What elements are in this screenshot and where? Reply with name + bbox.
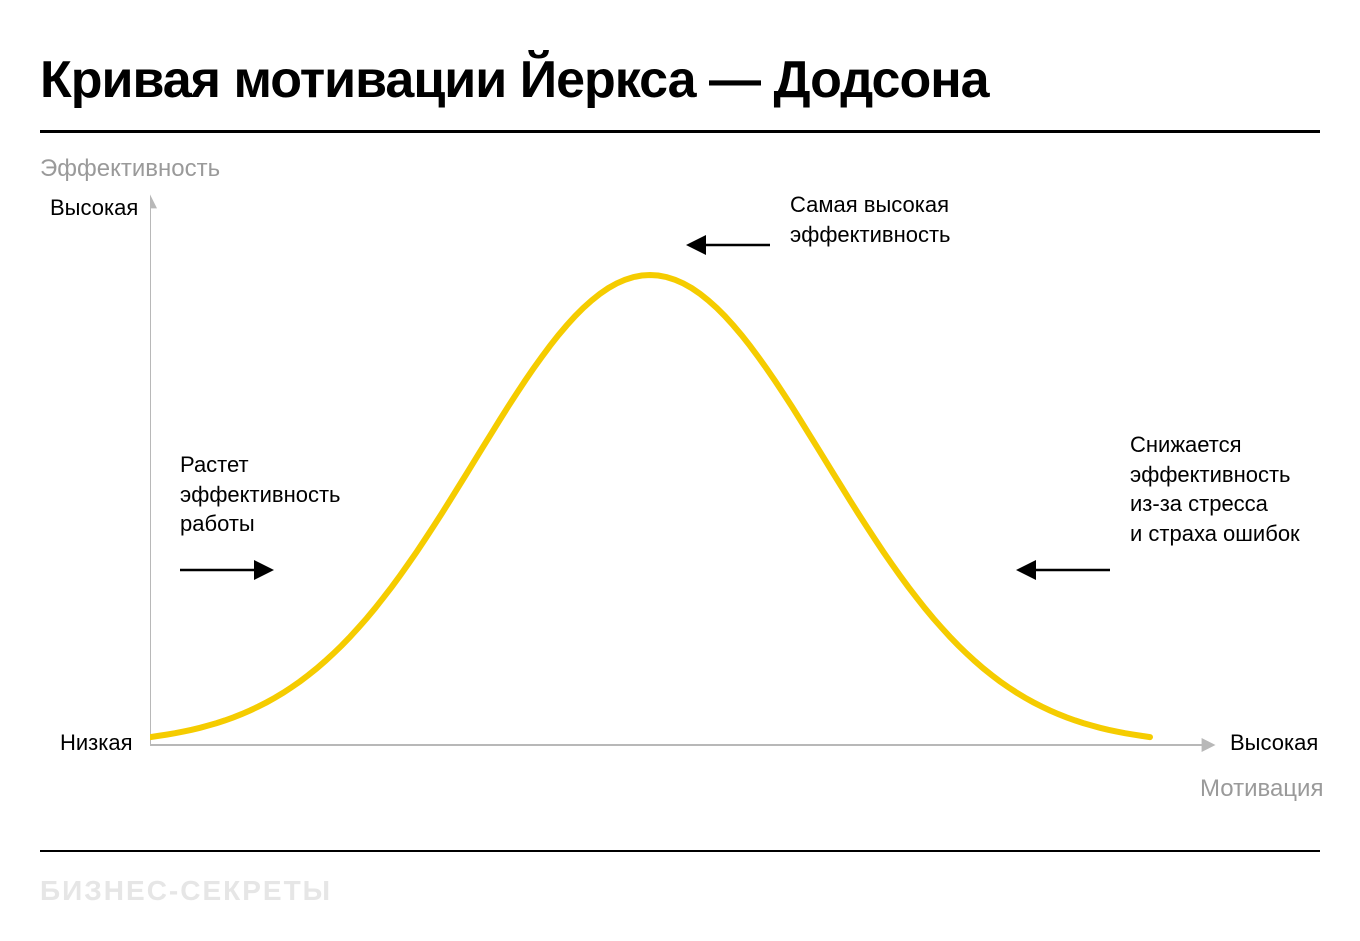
x-axis-high-label: Высокая bbox=[1230, 730, 1318, 756]
page: Кривая мотивации Йеркса — Додсона Эффект… bbox=[0, 0, 1360, 941]
y-axis-low-label: Низкая bbox=[60, 730, 133, 756]
footer-brand: БИЗНЕС-СЕКРЕТЫ bbox=[40, 875, 332, 907]
annotation-peak: Самая высокая эффективность bbox=[790, 190, 951, 249]
y-axis-title: Эффективность bbox=[40, 155, 220, 183]
annotation-right: Снижается эффективность из-за стресса и … bbox=[1130, 430, 1300, 549]
rule-top bbox=[40, 130, 1320, 133]
annotation-left: Растет эффективность работы bbox=[180, 450, 341, 539]
x-axis-title: Мотивация bbox=[1200, 775, 1323, 803]
page-title: Кривая мотивации Йеркса — Додсона bbox=[40, 50, 989, 110]
rule-bottom bbox=[40, 850, 1320, 852]
y-axis-high-label: Высокая bbox=[50, 195, 138, 221]
